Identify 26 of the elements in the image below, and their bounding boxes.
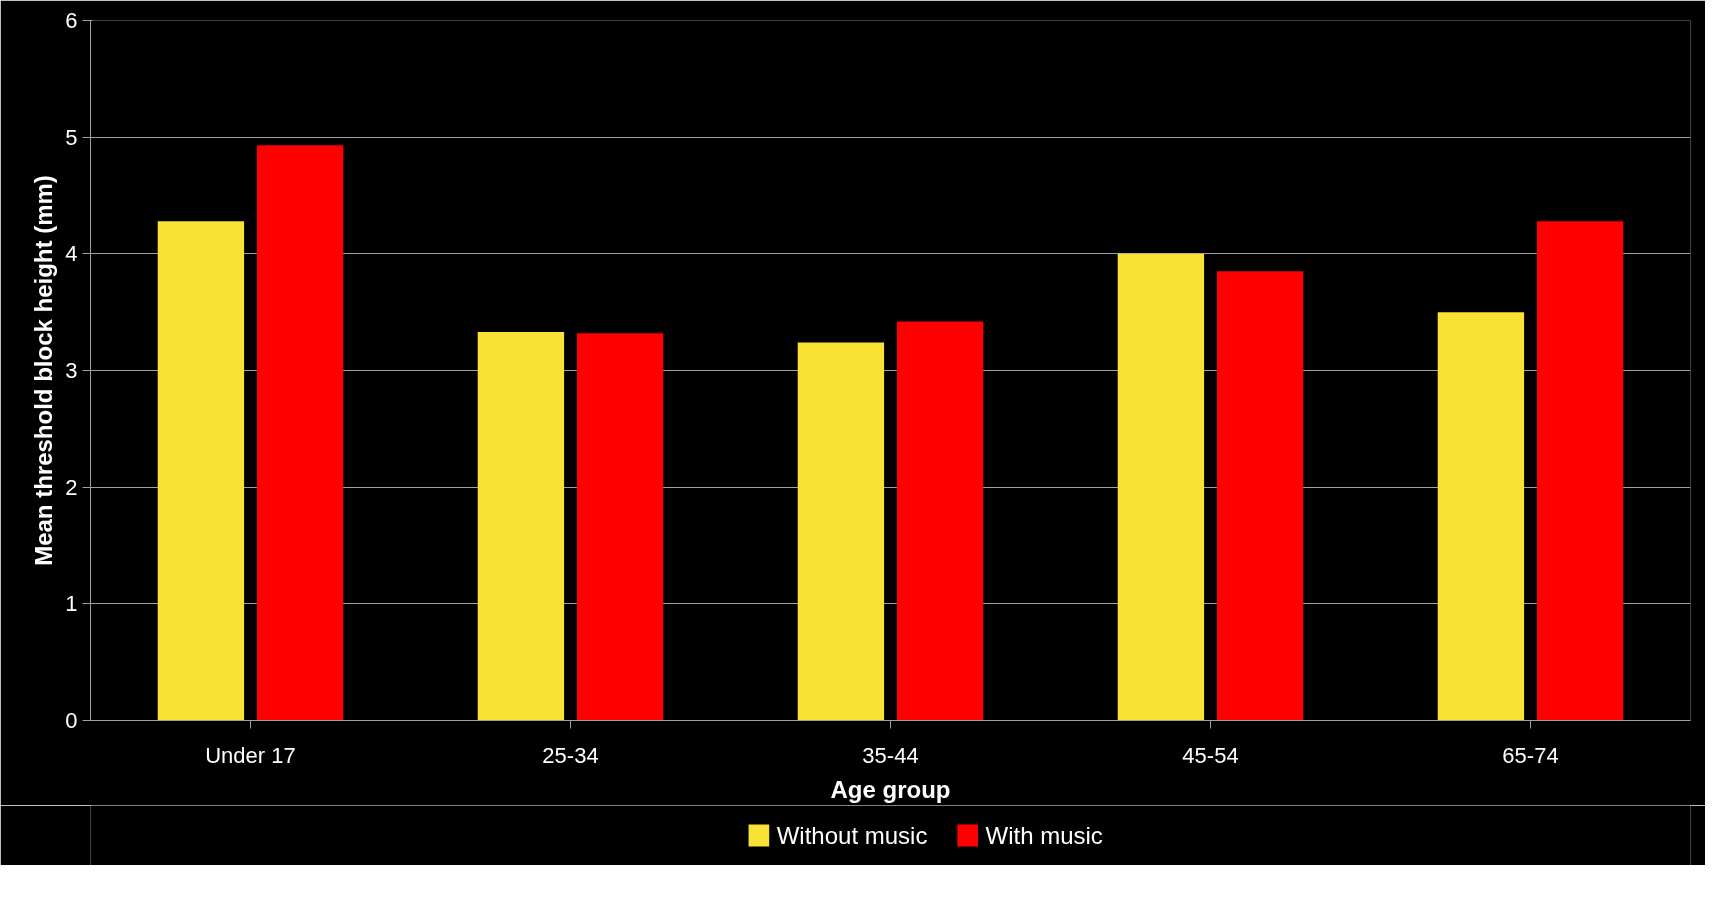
y-tick-label: 0 xyxy=(65,708,78,733)
x-tick-label: 35-44 xyxy=(862,742,919,768)
y-tick-label: 2 xyxy=(65,474,78,500)
y-tick-label: 1 xyxy=(65,591,78,617)
x-tick-label: 65-74 xyxy=(1502,742,1559,768)
bar xyxy=(896,321,984,721)
bar xyxy=(1437,312,1525,721)
y-tick-label: 6 xyxy=(65,8,78,33)
bar xyxy=(256,145,344,721)
legend-label: Without music xyxy=(776,822,928,849)
y-tick-label: 5 xyxy=(65,124,78,150)
bar xyxy=(157,221,245,721)
bar xyxy=(797,342,885,721)
x-tick-label: Under 17 xyxy=(205,742,296,768)
y-tick-label: 4 xyxy=(65,241,78,267)
x-tick-label: 45-54 xyxy=(1182,742,1239,768)
bar xyxy=(1536,221,1624,721)
legend-label: With music xyxy=(985,822,1103,849)
bar xyxy=(1216,271,1304,721)
x-axis-title: Age group xyxy=(830,775,951,803)
bar xyxy=(576,333,664,721)
bar xyxy=(477,332,565,721)
x-tick-label: 25-34 xyxy=(542,742,599,768)
bar xyxy=(1117,253,1205,721)
y-axis-title: Mean threshold block height (mm) xyxy=(30,175,58,566)
y-tick-label: 3 xyxy=(65,358,78,383)
